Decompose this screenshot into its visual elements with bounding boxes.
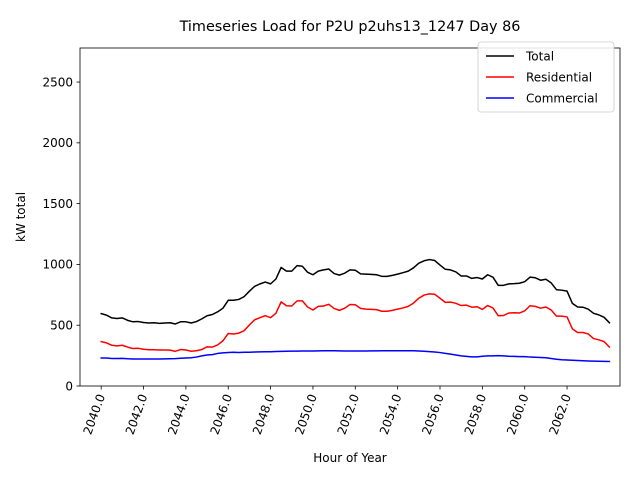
chart-title: Timeseries Load for P2U p2uhs13_1247 Day… [179, 19, 521, 35]
legend-label-total: Total [525, 49, 554, 63]
legend-label-commercial: Commercial [526, 91, 598, 105]
y-tick-label: 2500 [42, 75, 73, 89]
y-tick-label: 0 [65, 379, 73, 393]
y-axis: 0 500 1000 1500 2000 2500 [42, 75, 80, 393]
legend-label-residential: Residential [526, 70, 592, 84]
plot-frame [79, 47, 621, 387]
legend-entries: Total Residential Commercial [486, 49, 598, 105]
x-axis-label: Hour of Year [313, 451, 387, 465]
legend: Total Residential Commercial [477, 41, 615, 113]
y-tick-label: 1500 [42, 197, 73, 211]
y-tick-label: 500 [50, 319, 73, 333]
y-tick-label: 2000 [42, 136, 73, 150]
series-line-commercial [100, 349, 611, 363]
y-tick-label: 1000 [42, 258, 73, 272]
series-lines [100, 258, 611, 363]
legend-box [477, 41, 615, 113]
series-line-residential [100, 293, 611, 353]
y-axis-label: kW total [14, 192, 28, 242]
series-line-total [100, 258, 611, 325]
